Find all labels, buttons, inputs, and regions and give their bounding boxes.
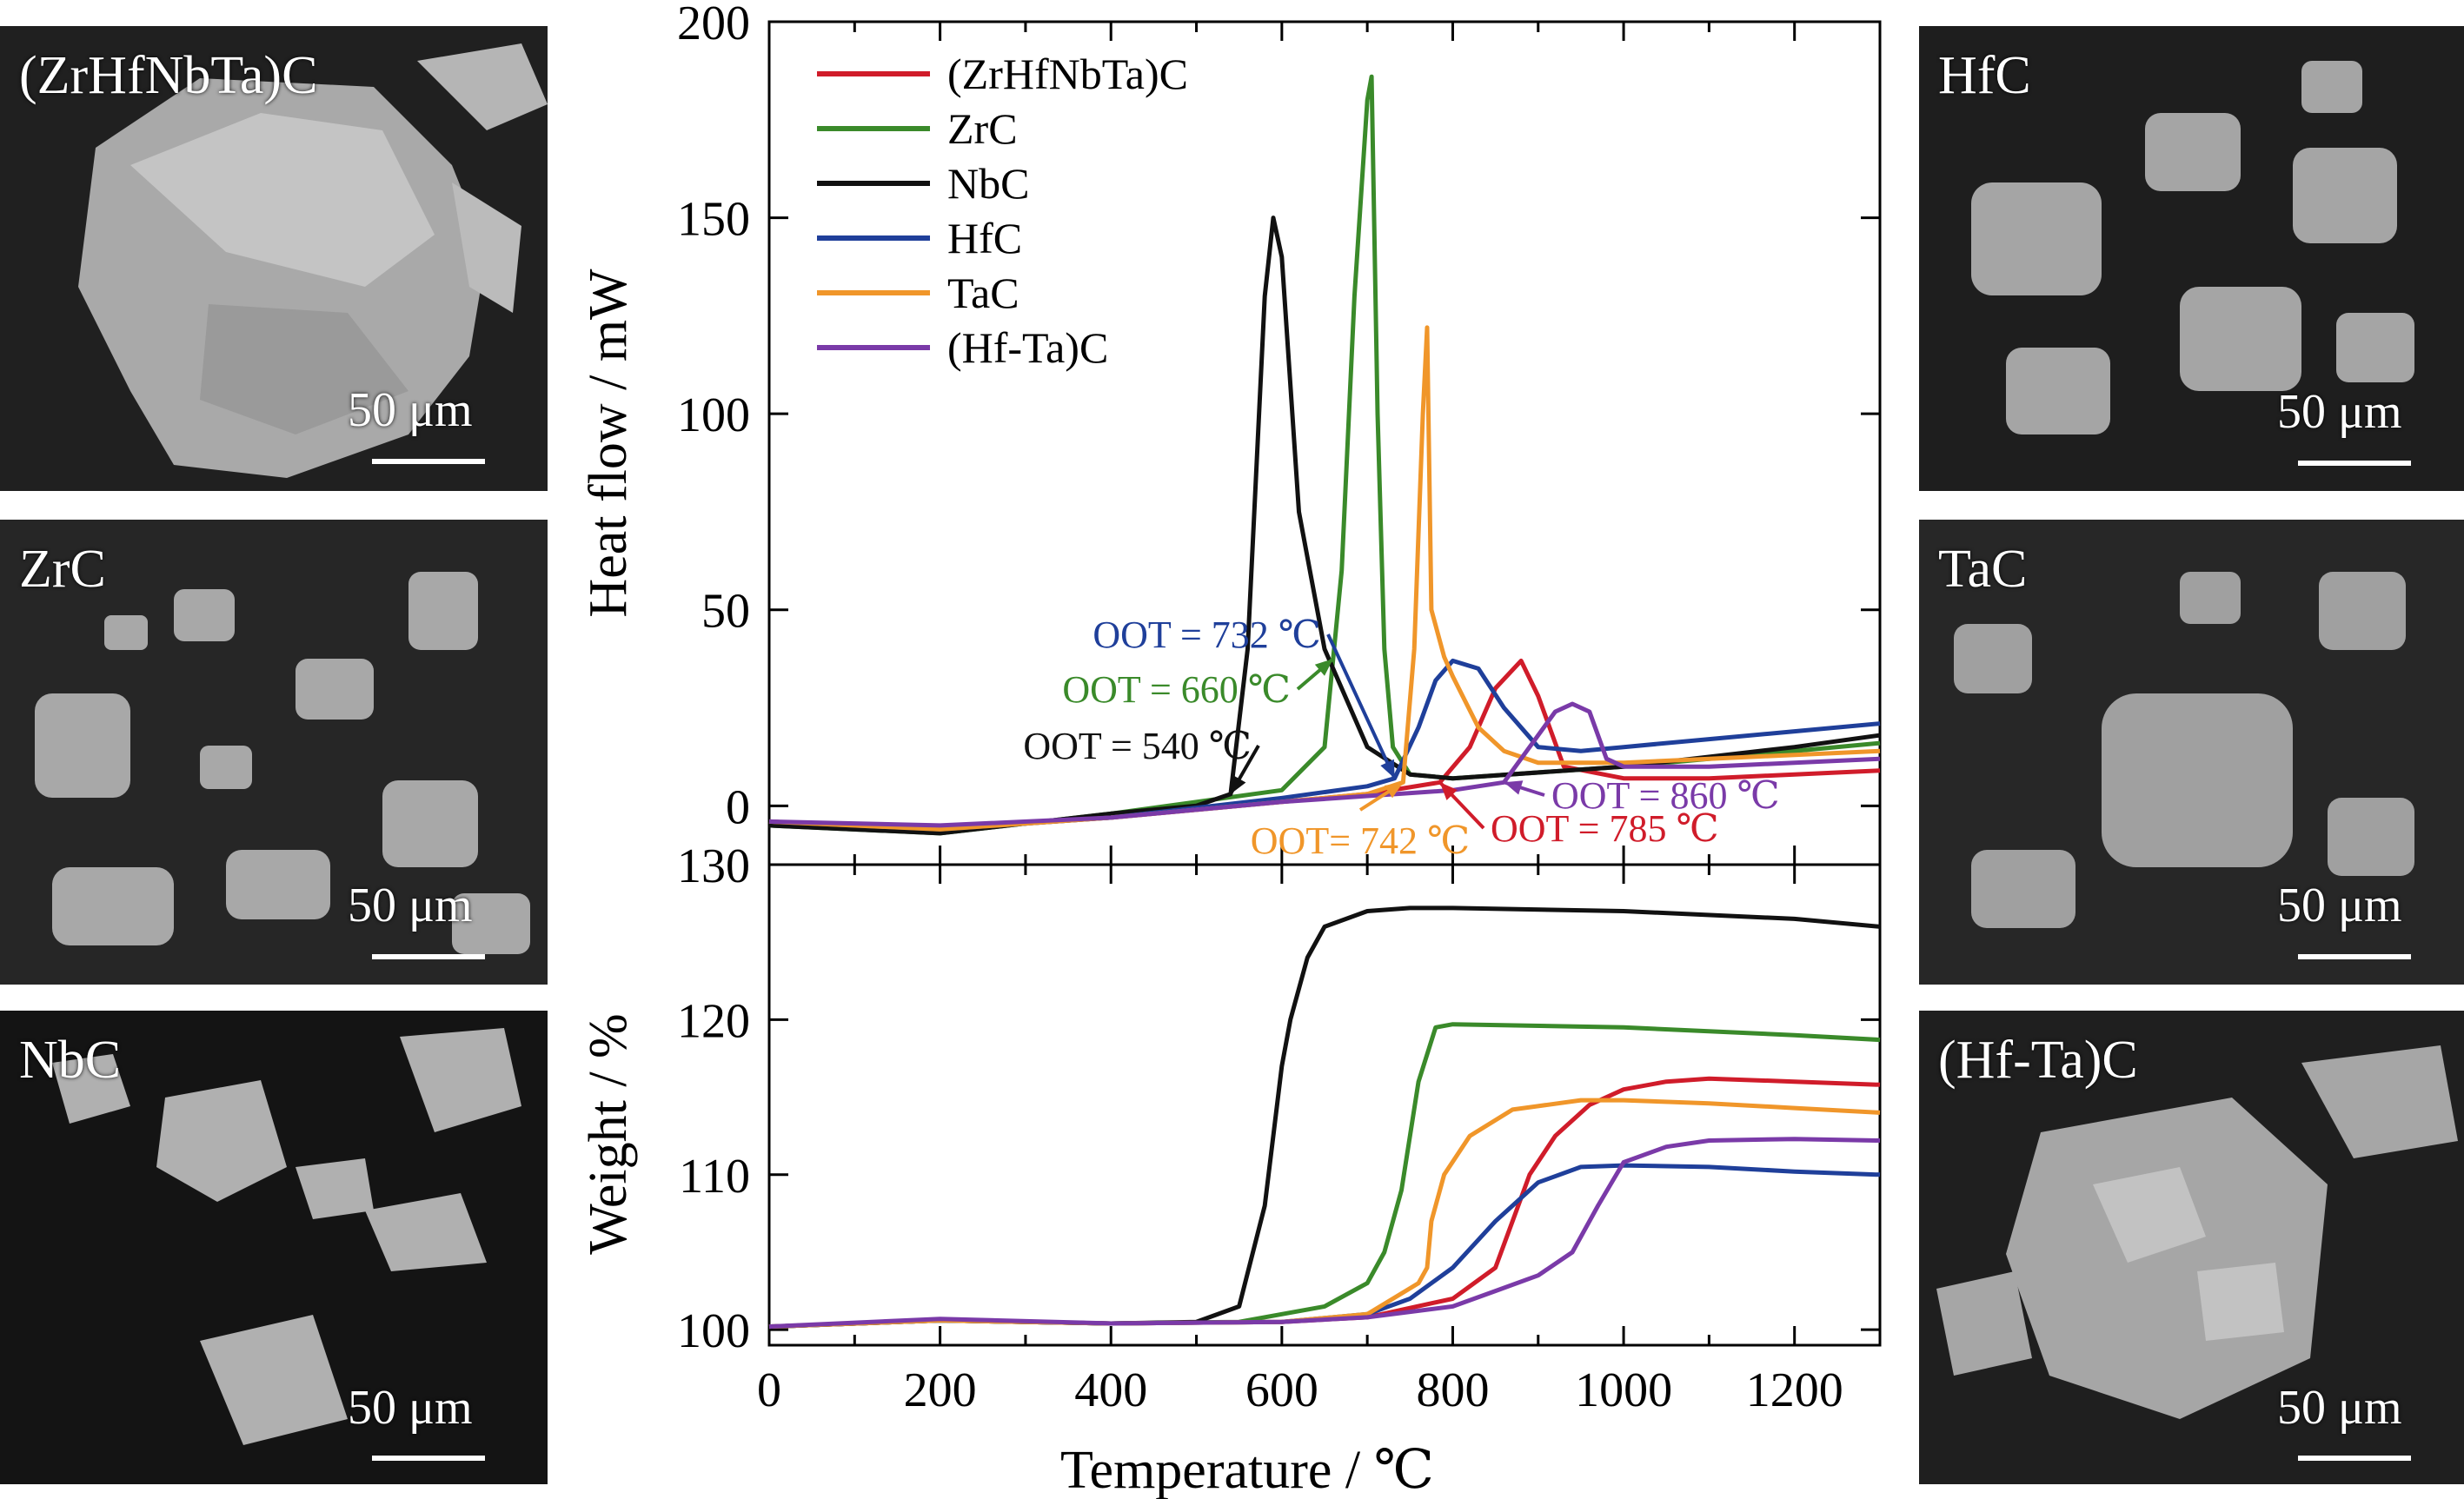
sem-panel-hfc: HfC 50 μm bbox=[1919, 26, 2464, 491]
annotation-label: OOT = 540 ℃ bbox=[1023, 725, 1252, 767]
annotation-arrow bbox=[1326, 633, 1397, 779]
legend-label: (Hf-Ta)C bbox=[947, 323, 1108, 372]
y-tick-label: 130 bbox=[677, 839, 750, 893]
scale-bar-label: 50 μm bbox=[348, 383, 473, 437]
sem-particle-image bbox=[1919, 26, 2464, 491]
sem-panel-label: (ZrHfNbTa)C bbox=[19, 46, 318, 105]
series-line bbox=[768, 1163, 1881, 1330]
annotation-label: OOT= 742 ℃ bbox=[1251, 819, 1470, 862]
legend-label: (ZrHfNbTa)C bbox=[947, 50, 1188, 98]
annotation-label: OOT = 732 ℃ bbox=[1093, 614, 1321, 656]
legend-label: TaC bbox=[947, 269, 1019, 317]
scale-bar bbox=[372, 459, 485, 464]
annotation-label: OOT = 860 ℃ bbox=[1551, 774, 1780, 817]
series-line bbox=[768, 701, 1881, 828]
series-line bbox=[768, 1076, 1881, 1330]
heat-flow-axis-label: Heat flow / mW bbox=[579, 269, 638, 618]
sem-panel-zrhfnbta: (ZrHfNbTa)C 50 μm bbox=[0, 26, 548, 491]
sem-particle-image bbox=[0, 520, 548, 985]
weight-panel: 100 110 120 130 0 200 400 600 800 1000 1200 bbox=[677, 839, 1882, 1417]
y-tick-label: 50 bbox=[701, 585, 750, 639]
series-line bbox=[768, 1098, 1881, 1330]
annotation-arrowhead bbox=[1314, 659, 1333, 676]
x-tick-label: 1000 bbox=[1575, 1363, 1672, 1417]
temperature-axis-label: Temperature / ℃ bbox=[1060, 1441, 1434, 1499]
sem-particle-image bbox=[0, 1011, 548, 1484]
legend-label: NbC bbox=[947, 159, 1029, 208]
series-line bbox=[768, 1137, 1881, 1330]
x-tick-label: 600 bbox=[1245, 1363, 1318, 1417]
sem-panel-nbc: NbC 50 μm bbox=[0, 1011, 548, 1484]
sem-panel-label: NbC bbox=[19, 1031, 122, 1090]
sem-panel-label: TaC bbox=[1938, 540, 2028, 599]
sem-particle-image bbox=[1919, 520, 2464, 985]
scale-bar bbox=[2298, 461, 2411, 466]
x-tick-label: 800 bbox=[1416, 1363, 1489, 1417]
annotation-arrowhead bbox=[1504, 780, 1524, 795]
scale-bar bbox=[372, 954, 485, 959]
dsc-tg-chart: 0 50 100 150 200 (ZrHfNbTa)C ZrC NbC HfC TaC (Hf-T… bbox=[579, 0, 1882, 1499]
scale-bar bbox=[372, 1456, 485, 1461]
annotation-arrowhead bbox=[1380, 759, 1395, 779]
annotation-arrowhead bbox=[1230, 774, 1246, 794]
legend-label: ZrC bbox=[947, 104, 1018, 153]
y-tick-label: 200 bbox=[677, 0, 750, 50]
y-tick-label: 0 bbox=[726, 780, 750, 834]
y-tick-label: 150 bbox=[677, 193, 750, 247]
plot-frame bbox=[767, 863, 1882, 1347]
sem-panel-tac: TaC 50 μm bbox=[1919, 520, 2464, 985]
scale-bar-label: 50 μm bbox=[2277, 385, 2402, 439]
x-tick-label: 200 bbox=[904, 1363, 977, 1417]
sem-particle-image bbox=[1919, 1011, 2464, 1484]
x-tick-label: 400 bbox=[1074, 1363, 1147, 1417]
series-line bbox=[768, 905, 1881, 1330]
scale-bar bbox=[2298, 1456, 2411, 1461]
scale-bar-label: 50 μm bbox=[348, 1381, 473, 1435]
sem-panel-zrc: ZrC 50 μm bbox=[0, 520, 548, 985]
x-tick-label: 0 bbox=[757, 1363, 781, 1417]
sem-panel-label: HfC bbox=[1938, 46, 2031, 105]
weight-axis-label: Weight / % bbox=[579, 1013, 638, 1254]
y-tick-label: 100 bbox=[677, 1304, 750, 1358]
annotation-label: OOT = 785 ℃ bbox=[1491, 807, 1719, 850]
heat-flow-panel: 0 50 100 150 200 (ZrHfNbTa)C ZrC NbC HfC TaC (Hf-T… bbox=[677, 0, 1882, 866]
y-tick-label: 120 bbox=[677, 994, 750, 1048]
y-tick-label: 100 bbox=[677, 388, 750, 442]
series-line bbox=[768, 1022, 1881, 1330]
scale-bar-label: 50 μm bbox=[2277, 879, 2402, 932]
sem-particle-image bbox=[0, 26, 548, 491]
series-line bbox=[768, 74, 1881, 836]
sem-panel-hfta: (Hf-Ta)C 50 μm bbox=[1919, 1011, 2464, 1484]
series-line bbox=[768, 658, 1881, 832]
annotation-label: OOT = 660 ℃ bbox=[1062, 668, 1291, 711]
annotation-arrowhead bbox=[1439, 782, 1458, 800]
scale-bar-label: 50 μm bbox=[2277, 1381, 2402, 1435]
y-tick-label: 110 bbox=[679, 1150, 750, 1204]
x-tick-label: 1200 bbox=[1746, 1363, 1843, 1417]
series-line bbox=[768, 325, 1881, 832]
scale-bar-label: 50 μm bbox=[348, 879, 473, 932]
sem-panel-label: (Hf-Ta)C bbox=[1938, 1031, 2138, 1090]
legend-label: HfC bbox=[947, 214, 1022, 262]
scale-bar bbox=[2298, 954, 2411, 959]
annotation-arrowhead bbox=[1384, 782, 1404, 799]
sem-panel-label: ZrC bbox=[19, 540, 106, 599]
